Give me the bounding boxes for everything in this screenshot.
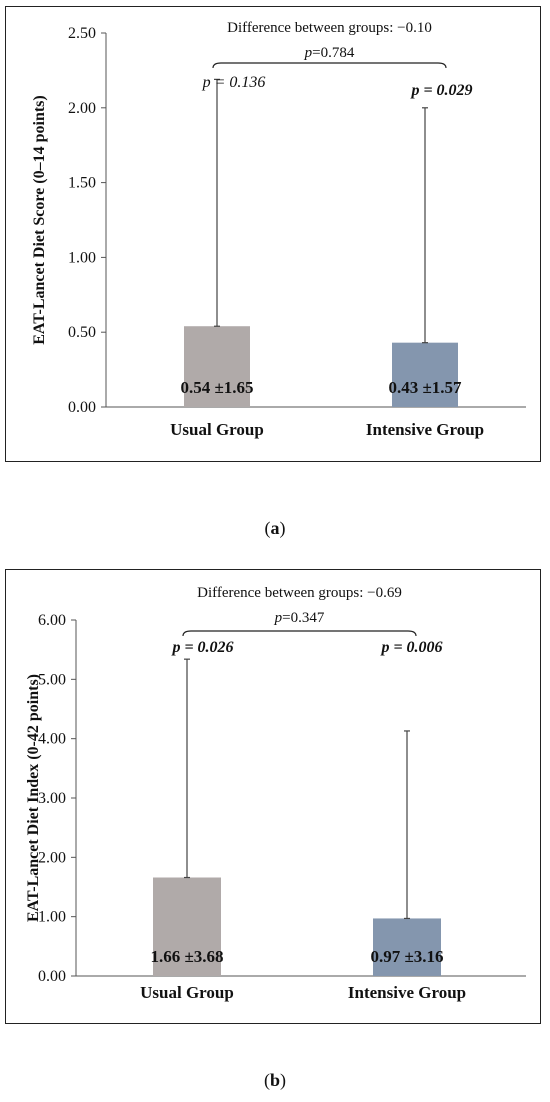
caption-a: (a) [0, 518, 550, 539]
chart-a-p-within-symbol-2: p [409, 82, 419, 99]
chart-b-y-tick-label: 1.00 [38, 909, 66, 926]
chart-a-y-tick-label: 2.00 [68, 100, 96, 117]
chart-a-bar-label-2: 0.43 ±1.57 [388, 378, 462, 397]
chart-a-p-within-1: p = 0.136 [202, 74, 266, 91]
chart-a-p-within-value-2: = 0.029 [419, 82, 472, 99]
chart-b-y-tick-label: 4.00 [38, 731, 66, 748]
caption-b: (b) [0, 1070, 550, 1091]
chart-b: 0.00 1.00 2.00 3.00 4.00 5.00 6.00 EAT-Lancet D… [25, 585, 526, 1002]
chart-b-p-within-symbol-1: p [170, 639, 180, 656]
chart-b-y-tick-label: 6.00 [38, 612, 66, 629]
chart-b-bar-label-1: 1.66 ±3.68 [150, 947, 223, 966]
chart-a-bar-2 [392, 342, 458, 407]
chart-a-y-tick-label: 1.50 [68, 175, 96, 192]
chart-a-p-within-2: p = 0.029 [409, 82, 472, 99]
chart-b-frame: 0.00 1.00 2.00 3.00 4.00 5.00 6.00 EAT-Lancet D… [5, 569, 541, 1024]
chart-b-p-within-value-2: = 0.006 [389, 639, 442, 656]
chart-b-bar-1 [153, 877, 221, 976]
chart-a-p-within-value-1: = 0.136 [211, 74, 266, 91]
chart-a-p-within-symbol-1: p [202, 74, 211, 91]
chart-a-category-label-1: Usual Group [170, 420, 264, 439]
chart-a-bar-1 [184, 326, 250, 407]
chart-a-y-tick-label: 0.50 [68, 324, 96, 341]
chart-b-difference-text: Difference between groups: −0.69 [197, 585, 402, 601]
chart-b-bar-2 [373, 918, 441, 976]
chart-a-y-tick-label: 2.50 [68, 25, 96, 42]
chart-b-p-within-symbol-2: p [379, 639, 389, 656]
chart-b-p-between-value: =0.347 [282, 610, 325, 626]
chart-a-category-label-2: Intensive Group [366, 420, 484, 439]
caption-b-label: b [269, 1070, 280, 1090]
chart-a-y-tick-label: 0.00 [68, 399, 96, 416]
chart-b-p-between-symbol: p [274, 610, 283, 626]
chart-a-p-between-value: =0.784 [312, 45, 355, 61]
caption-b-close: ) [280, 1070, 286, 1090]
chart-b-p-within-value-1: = 0.026 [180, 639, 233, 656]
caption-b-open: ( [263, 1070, 270, 1090]
chart-a-difference-text: Difference between groups: −0.10 [227, 20, 432, 36]
chart-b-p-within-2: p = 0.006 [379, 639, 442, 656]
caption-a-open: ( [264, 518, 271, 538]
caption-a-close: ) [279, 518, 286, 538]
chart-a-y-tick-label: 1.00 [68, 249, 96, 266]
chart-a-comparison-bracket [212, 62, 447, 69]
chart-b-comparison-bracket [182, 630, 417, 637]
chart-b-y-tick-label: 0.00 [38, 968, 66, 985]
chart-a-p-between-symbol: p [304, 45, 313, 61]
chart-b-category-label-1: Usual Group [140, 983, 234, 1002]
chart-b-category-label-2: Intensive Group [348, 983, 466, 1002]
chart-a-bar-label-1: 0.54 ±1.65 [180, 378, 253, 397]
chart-b-y-tick-label: 3.00 [38, 790, 66, 807]
chart-b-y-tick-label: 2.00 [38, 849, 66, 866]
chart-a-frame: 0.00 0.50 1.00 1.50 2.00 2.50 EAT-Lancet Diet … [5, 6, 541, 462]
chart-b-p-between: p=0.347 [274, 610, 325, 626]
caption-a-label: a [270, 518, 280, 538]
chart-b-y-axis-label: EAT-Lancet Diet Index (0-42 points) [25, 674, 42, 922]
chart-b-p-within-1: p = 0.026 [170, 639, 233, 656]
chart-b-y-tick-label: 5.00 [38, 671, 66, 688]
chart-b-bar-label-2: 0.97 ±3.16 [370, 947, 443, 966]
chart-a: 0.00 0.50 1.00 1.50 2.00 2.50 EAT-Lancet Diet … [31, 20, 526, 439]
chart-a-p-between: p=0.784 [304, 45, 355, 61]
chart-a-y-axis-label: EAT-Lancet Diet Score (0–14 points) [31, 95, 48, 344]
